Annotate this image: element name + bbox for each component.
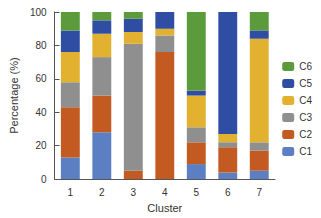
svg-text:100: 100 (30, 7, 47, 18)
svg-text:Percentage (%): Percentage (%) (8, 57, 20, 133)
svg-text:C3: C3 (299, 112, 312, 123)
svg-text:6: 6 (225, 187, 231, 198)
svg-text:C2: C2 (299, 129, 312, 140)
svg-text:60: 60 (35, 73, 47, 84)
svg-text:C6: C6 (299, 61, 312, 72)
svg-text:0: 0 (41, 174, 47, 185)
svg-text:3: 3 (131, 187, 137, 198)
svg-text:C4: C4 (299, 95, 312, 106)
svg-text:Cluster: Cluster (147, 202, 182, 214)
svg-text:2: 2 (99, 187, 105, 198)
svg-text:80: 80 (35, 40, 47, 51)
svg-text:1: 1 (68, 187, 74, 198)
svg-text:4: 4 (162, 187, 168, 198)
svg-text:40: 40 (35, 107, 47, 118)
svg-text:C1: C1 (299, 146, 312, 157)
svg-text:5: 5 (193, 187, 199, 198)
svg-text:20: 20 (35, 140, 47, 151)
svg-text:C5: C5 (299, 78, 312, 89)
svg-text:7: 7 (256, 187, 262, 198)
